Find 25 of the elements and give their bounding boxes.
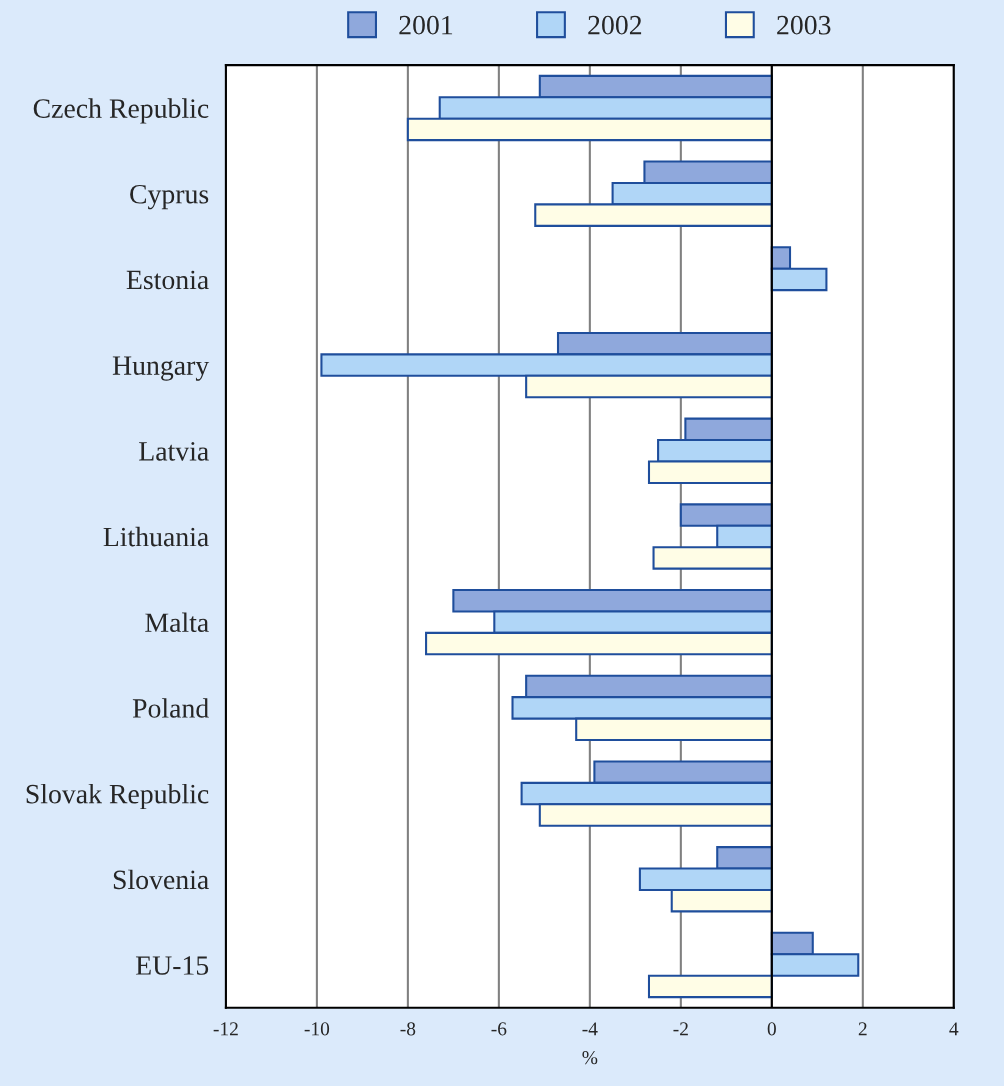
x-tick-label: 2 <box>858 1022 867 1036</box>
y-tick-label: Czech Republic <box>33 98 209 124</box>
legend-label: 2003 <box>777 15 831 35</box>
y-tick-label: Latvia <box>139 442 209 461</box>
x-tick-label: -4 <box>582 1022 598 1036</box>
y-tick-label: Malta <box>145 612 209 633</box>
y-tick-label: Cyprus <box>130 184 209 210</box>
y-tick-label: Estonia <box>126 270 209 290</box>
x-tick-label: -8 <box>400 1022 416 1036</box>
legend-label: 2001 <box>399 15 453 35</box>
x-tick-label: 0 <box>767 1022 776 1036</box>
bar <box>647 974 773 999</box>
y-tick-label: Slovak Republic <box>26 783 209 810</box>
y-tick-label: EU-15 <box>135 956 209 975</box>
y-tick-label: Hungary <box>112 356 210 381</box>
legend-label: 2002 <box>588 15 642 35</box>
y-tick-label: Slovenia <box>113 869 209 890</box>
x-tick-label: -2 <box>673 1022 688 1036</box>
x-tick-label: -6 <box>491 1022 507 1036</box>
x-tick-label: 4 <box>949 1022 959 1036</box>
x-tick-label: -10 <box>304 1022 330 1036</box>
y-tick-label: Poland <box>132 698 209 718</box>
x-tick-label: -12 <box>213 1022 238 1036</box>
x-axis-title: % <box>582 1051 598 1065</box>
y-tick-label: Lithuania <box>103 526 209 547</box>
